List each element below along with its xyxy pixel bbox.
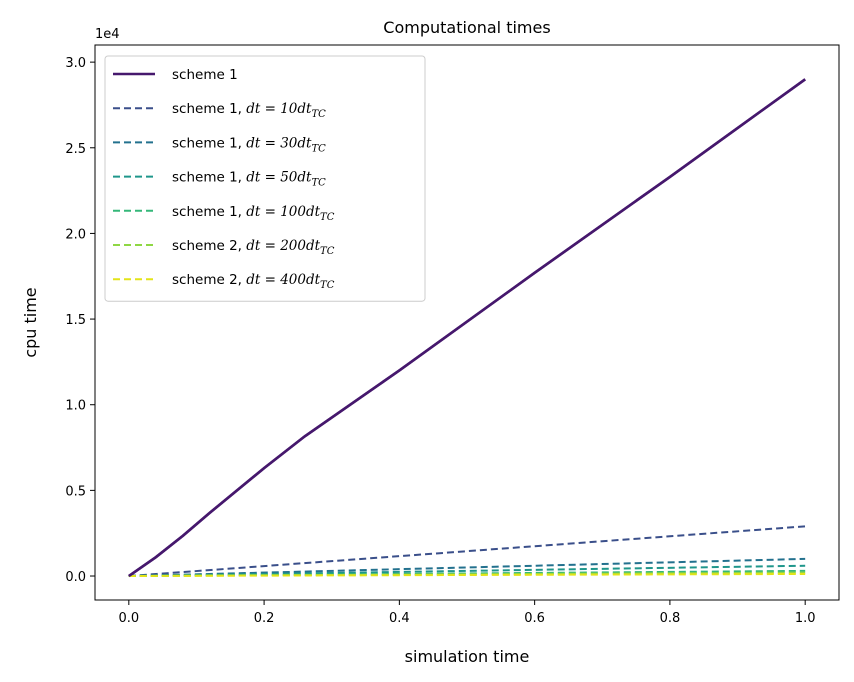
y-tick-label: 3.0 [65, 56, 86, 71]
legend-label-subscript: TC [320, 246, 335, 257]
legend-label-math: dt = 400dt [246, 272, 320, 288]
legend-label-subscript: TC [311, 143, 326, 154]
y-tick-label: 2.5 [65, 142, 86, 157]
plot-area [128, 78, 806, 578]
legend-label-5: scheme 1, dt = 100dtTC [172, 204, 335, 223]
legend-label-text: scheme 1, [172, 135, 246, 151]
legend-label-math: dt = 50dt [246, 170, 312, 186]
series-line-7 [128, 572, 806, 578]
legend-box [104, 55, 426, 302]
legend-label-3: scheme 1, dt = 30dtTC [172, 135, 326, 154]
legend-label-subscript: TC [311, 109, 326, 120]
legend-label-math: dt = 10dt [246, 101, 312, 117]
axes-frame [94, 44, 840, 601]
y-axis-label: cpu time [21, 287, 40, 357]
y-tick-label: 2.0 [65, 227, 86, 242]
x-tick-label: 0.4 [389, 611, 410, 626]
legend-label-text: scheme 2, [172, 272, 246, 288]
legend-label-text: scheme 1 [172, 67, 238, 83]
legend-label-7: scheme 2, dt = 400dtTC [172, 272, 335, 291]
series-line-2 [128, 525, 806, 578]
y-tick-label: 1.5 [65, 313, 86, 328]
y-tick-label: 0.5 [65, 484, 86, 499]
y-tick-label: 0.0 [65, 570, 86, 585]
legend-label-subscript: TC [320, 280, 335, 291]
x-axis: 0.0 0.2 0.4 0.6 0.8 1.0 [118, 600, 816, 626]
x-tick-label: 0.6 [524, 611, 545, 626]
y-axis: 0.0 0.5 1.0 1.5 2.0 2.5 3.0 [65, 56, 95, 585]
x-tick-label: 0.8 [660, 611, 681, 626]
legend-label-text: scheme 1, [172, 101, 246, 117]
x-tick-label: 1.0 [795, 611, 816, 626]
legend-label-math: dt = 100dt [246, 204, 320, 220]
series-line-1-overlay [128, 78, 806, 578]
series-line-3 [128, 557, 806, 578]
legend-label-text: scheme 1, [172, 170, 246, 186]
y-tick-label: 1.0 [65, 399, 86, 414]
legend-label-text: scheme 1, [172, 204, 246, 220]
legend-label-math: dt = 200dt [246, 238, 320, 254]
legend-label-4: scheme 1, dt = 50dtTC [172, 170, 326, 189]
legend-label-subscript: TC [320, 212, 335, 223]
legend-label-2: scheme 1, dt = 10dtTC [172, 101, 326, 120]
x-axis-label: simulation time [405, 647, 530, 666]
x-tick-label: 0.2 [254, 611, 275, 626]
x-tick-label: 0.0 [118, 611, 139, 626]
legend-label-1: scheme 1 [172, 67, 238, 83]
legend-label-text: scheme 2, [172, 238, 246, 254]
legend-label-subscript: TC [311, 178, 326, 189]
chart-title: Computational times [383, 18, 550, 37]
legend-label-6: scheme 2, dt = 200dtTC [172, 238, 335, 257]
legend-label-math: dt = 30dt [246, 135, 312, 151]
y-axis-offset-text: 1e4 [95, 27, 120, 42]
